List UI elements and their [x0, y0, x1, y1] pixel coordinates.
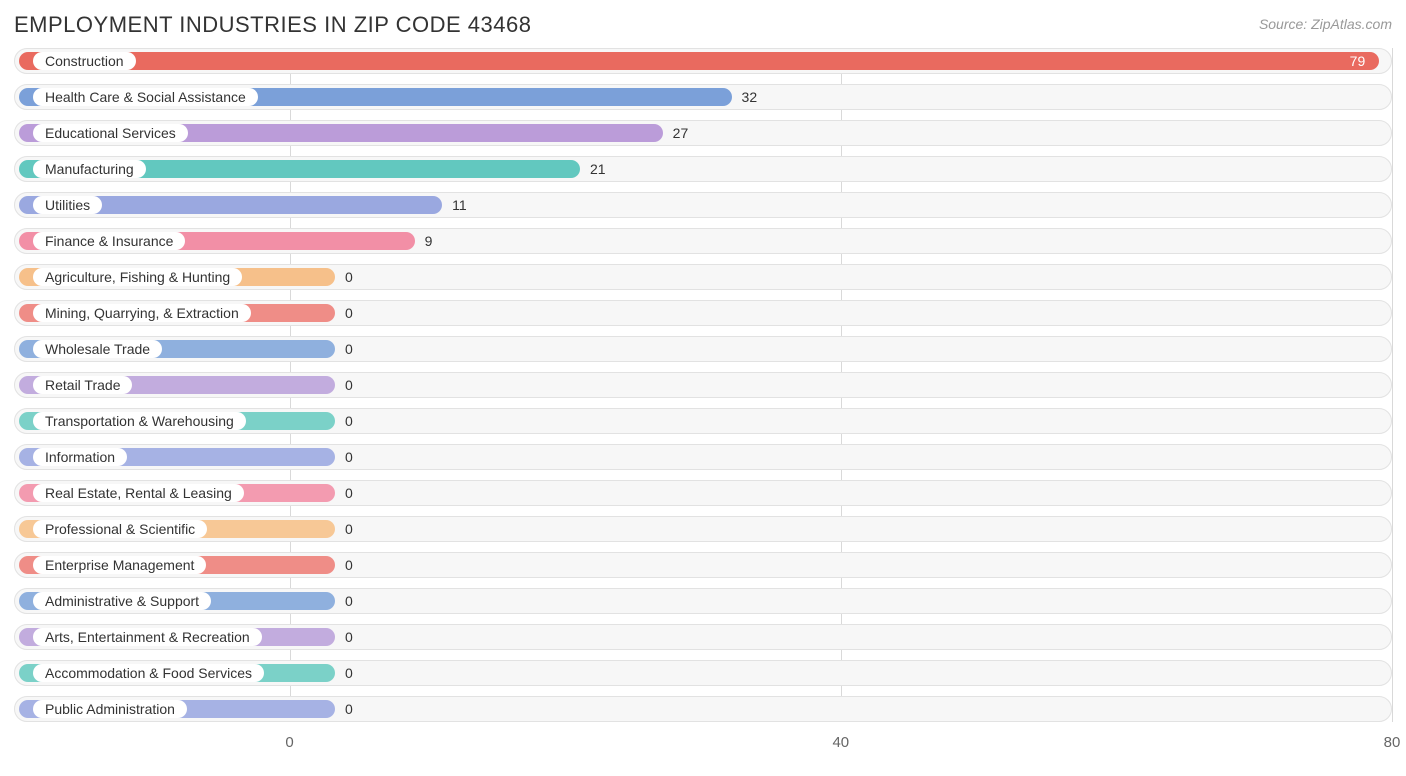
bar-value: 0: [345, 625, 353, 649]
bar-value: 0: [345, 301, 353, 325]
bar-value: 0: [345, 589, 353, 613]
x-axis: 04080: [14, 732, 1392, 756]
bar-value: 0: [345, 697, 353, 721]
bar-label: Construction: [33, 52, 136, 70]
bar-value: 0: [345, 661, 353, 685]
bar-track: Administrative & Support 0: [14, 588, 1392, 614]
bar-track: Information 0: [14, 444, 1392, 470]
bar-label: Enterprise Management: [33, 556, 206, 574]
bar-label: Mining, Quarrying, & Extraction: [33, 304, 251, 322]
bar-label: Manufacturing: [33, 160, 146, 178]
bar-label: Retail Trade: [33, 376, 132, 394]
bar-label: Professional & Scientific: [33, 520, 207, 538]
bar-value: 11: [452, 193, 467, 217]
bar-label: Information: [33, 448, 127, 466]
bar-value: 0: [345, 445, 353, 469]
bar-label: Agriculture, Fishing & Hunting: [33, 268, 242, 286]
bar-track: Public Administration 0: [14, 696, 1392, 722]
bar-value: 21: [590, 157, 606, 181]
axis-tick-label: 80: [1384, 734, 1401, 751]
bar-value: 27: [673, 121, 689, 145]
bar-label: Real Estate, Rental & Leasing: [33, 484, 244, 502]
bar-label: Accommodation & Food Services: [33, 664, 264, 682]
bar-label: Finance & Insurance: [33, 232, 185, 250]
bar-track: Arts, Entertainment & Recreation 0: [14, 624, 1392, 650]
bar-value: 0: [345, 517, 353, 541]
bar-label: Transportation & Warehousing: [33, 412, 246, 430]
bar-track: Accommodation & Food Services 0: [14, 660, 1392, 686]
bar-track: Agriculture, Fishing & Hunting 0: [14, 264, 1392, 290]
bar-value: 79: [1350, 49, 1366, 73]
bar-value: 0: [345, 481, 353, 505]
bar-track: Construction 79: [14, 48, 1392, 74]
bar-label: Arts, Entertainment & Recreation: [33, 628, 262, 646]
bar-track: Wholesale Trade 0: [14, 336, 1392, 362]
bar-value: 9: [425, 229, 433, 253]
chart-source: Source: ZipAtlas.com: [1259, 16, 1392, 32]
chart-header: EMPLOYMENT INDUSTRIES IN ZIP CODE 43468 …: [14, 12, 1392, 38]
bar-label: Wholesale Trade: [33, 340, 162, 358]
gridline: [1392, 48, 1393, 722]
bar-label: Health Care & Social Assistance: [33, 88, 258, 106]
chart-title: EMPLOYMENT INDUSTRIES IN ZIP CODE 43468: [14, 12, 532, 38]
bar-label: Utilities: [33, 196, 102, 214]
bar-track: Utilities 11: [14, 192, 1392, 218]
bar-track: Educational Services 27: [14, 120, 1392, 146]
bar-track: Health Care & Social Assistance 32: [14, 84, 1392, 110]
bar-track: Manufacturing 21: [14, 156, 1392, 182]
axis-tick-label: 0: [285, 734, 293, 751]
bar-track: Real Estate, Rental & Leasing 0: [14, 480, 1392, 506]
bar-value: 0: [345, 265, 353, 289]
bar-value: 0: [345, 409, 353, 433]
bar-value: 0: [345, 553, 353, 577]
chart-area: Construction 79 Health Care & Social Assis…: [14, 48, 1392, 756]
axis-tick-label: 40: [832, 734, 849, 751]
bars-container: Construction 79 Health Care & Social Assis…: [14, 48, 1392, 722]
bar-label: Administrative & Support: [33, 592, 211, 610]
bar-value: 32: [742, 85, 758, 109]
bar-label: Educational Services: [33, 124, 188, 142]
bar-track: Retail Trade 0: [14, 372, 1392, 398]
bar-track: Enterprise Management 0: [14, 552, 1392, 578]
bar-track: Finance & Insurance 9: [14, 228, 1392, 254]
bar-label: Public Administration: [33, 700, 187, 718]
bar-track: Mining, Quarrying, & Extraction 0: [14, 300, 1392, 326]
bar-value: 0: [345, 373, 353, 397]
bar-track: Transportation & Warehousing 0: [14, 408, 1392, 434]
bar-fill: [19, 52, 1379, 70]
bar-track: Professional & Scientific 0: [14, 516, 1392, 542]
bar-value: 0: [345, 337, 353, 361]
